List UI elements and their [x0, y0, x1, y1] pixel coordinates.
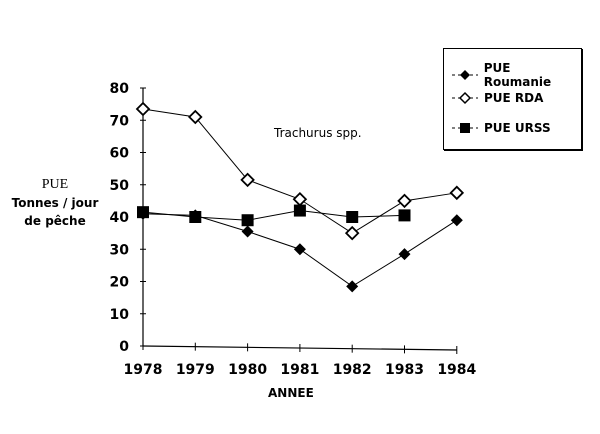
x-tick-label: 1978: [124, 362, 163, 378]
open-diamond-marker: [449, 185, 465, 201]
filled-square-icon: [452, 123, 478, 133]
x-tick-label: 1982: [333, 362, 372, 378]
y-tick-label: 10: [110, 307, 130, 323]
y-tick-label: 50: [110, 178, 130, 194]
filled-diamond-marker: [346, 280, 359, 293]
y-tick-label: 30: [110, 242, 130, 258]
filled-diamond-marker: [293, 243, 306, 256]
legend-label: PUE URSS: [484, 121, 551, 135]
filled-square-marker: [241, 214, 254, 227]
filled-diamond-marker: [241, 225, 254, 238]
filled-diamond-marker: [398, 248, 411, 261]
y-tick-label: 60: [110, 146, 130, 162]
y-tick-label: 0: [119, 339, 129, 355]
open-diamond-marker: [397, 193, 412, 209]
y-tick-label: 80: [110, 81, 130, 97]
x-tick-label: 1983: [385, 362, 424, 378]
legend-label: PUE Roumanie: [483, 61, 552, 89]
open-diamond-marker: [240, 172, 255, 188]
x-axis-label: ANNEE: [268, 386, 314, 400]
open-diamond-marker: [135, 101, 151, 117]
y-tick-label: 20: [110, 275, 130, 291]
legend-item-urss: PUE URSS: [452, 121, 551, 135]
y-axis-label-line2: Tonnes / jour: [11, 196, 99, 210]
x-tick-label: 1984: [437, 362, 476, 378]
open-diamond-icon: [452, 91, 478, 105]
x-tick-label: 1979: [176, 362, 215, 378]
chart-legend: PUE Roumanie PUE RDA PUE URSS: [443, 48, 582, 150]
filled-diamond-icon: [452, 70, 478, 80]
chart-annotation: Trachurus spp.: [274, 126, 362, 140]
filled-square-marker: [293, 204, 306, 217]
legend-item-rda: PUE RDA: [452, 91, 543, 105]
filled-square-marker: [189, 211, 202, 223]
open-diamond-marker: [188, 109, 203, 125]
x-tick-label: 1981: [280, 362, 319, 378]
y-tick-label: 70: [110, 113, 130, 129]
legend-item-roumanie: PUE Roumanie: [452, 61, 581, 89]
y-tick-label: 40: [110, 210, 130, 226]
series-line: [142, 210, 405, 221]
legend-label: PUE RDA: [484, 91, 544, 105]
filled-square-marker: [346, 211, 359, 223]
open-diamond-marker: [344, 225, 360, 241]
y-axis-label-title: PUE: [41, 177, 69, 192]
filled-square-marker: [137, 206, 149, 219]
filled-diamond-marker: [450, 214, 463, 227]
x-tick-label: 1980: [228, 362, 267, 378]
filled-square-marker: [398, 209, 411, 222]
y-axis-label-line3: de pêche: [24, 214, 86, 228]
open-diamond-marker: [292, 191, 308, 207]
